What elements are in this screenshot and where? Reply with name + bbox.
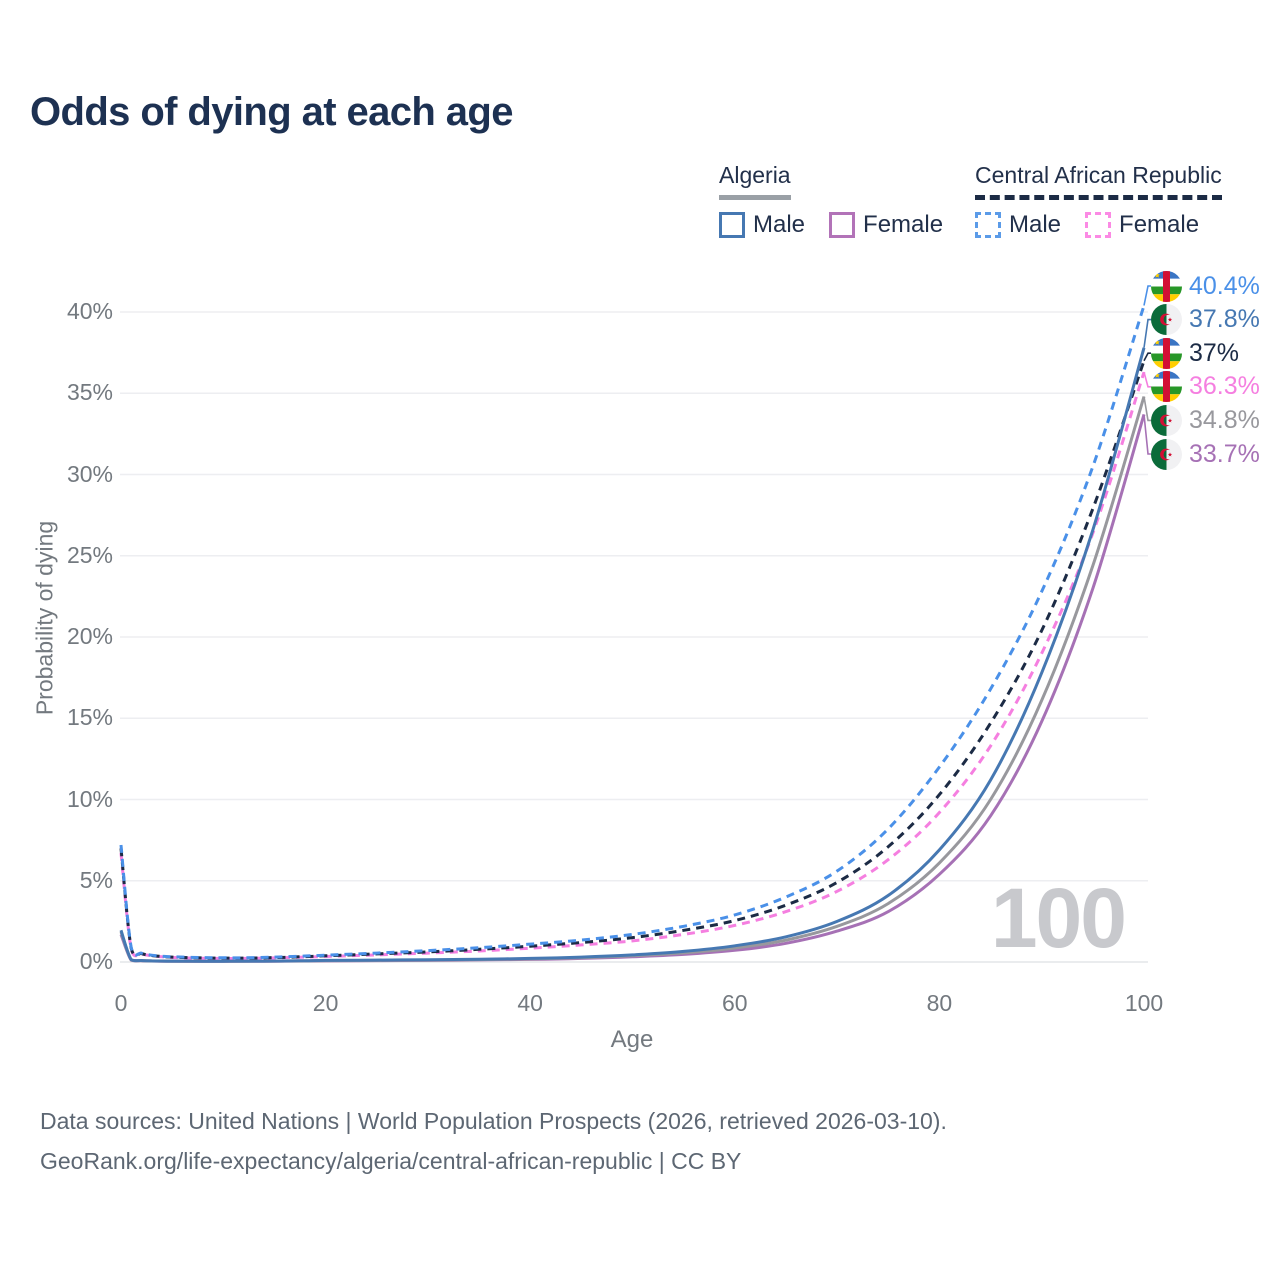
- x-tick-label: 60: [722, 990, 748, 1016]
- y-tick-label: 0%: [79, 948, 113, 974]
- legend-country-label[interactable]: Algeria: [719, 162, 791, 200]
- series-line-algeria-male: [119, 347, 1146, 963]
- end-label-row-algeria-male: 37.8%: [1151, 304, 1260, 335]
- central-african-republic-flag-icon: [1151, 371, 1182, 402]
- series-line-car-male: [119, 305, 1146, 960]
- y-tick-label: 25%: [66, 541, 113, 568]
- end-label-row-car-male: 40.4%: [1151, 271, 1260, 302]
- x-tick-label: 20: [312, 990, 339, 1016]
- legend-item-label: Female: [863, 211, 944, 238]
- algeria-flag-icon: [1151, 304, 1182, 335]
- y-tick-label: 5%: [79, 866, 113, 893]
- x-tick-label: 0: [114, 990, 128, 1016]
- legend-item-label: Female: [1119, 211, 1200, 238]
- legend-items: Male Female: [975, 211, 1222, 239]
- x-tick-label: 80: [926, 990, 953, 1016]
- end-label-row-algeria-female: 33.7%: [1151, 439, 1260, 470]
- y-tick-label: 20%: [66, 623, 113, 649]
- end-label-value: 34.8%: [1189, 406, 1260, 434]
- legend-country-label[interactable]: Central African Republic: [975, 162, 1222, 200]
- y-tick-label: 35%: [66, 379, 113, 406]
- y-tick-label: 40%: [66, 298, 113, 324]
- end-label-value: 37.8%: [1189, 305, 1260, 333]
- end-label-row-car-total: 37%: [1151, 338, 1239, 369]
- end-label-value: 36.3%: [1189, 372, 1260, 400]
- series-line-car-total: [119, 360, 1146, 960]
- legend-item-label: Male: [753, 211, 806, 238]
- legend-item-label: Male: [1009, 211, 1062, 238]
- end-label-connector: [1143, 396, 1151, 422]
- series-line-car-female: [119, 371, 1146, 960]
- legend-swatch-icon: [829, 212, 856, 238]
- y-tick-label: 10%: [66, 785, 113, 812]
- footer-data-sources: Data sources: United Nations | World Pop…: [40, 1108, 947, 1134]
- end-label-value: 37%: [1189, 339, 1240, 367]
- legend-group-algeria: Algeria Male Female: [719, 162, 943, 239]
- end-label-value: 40.4%: [1189, 272, 1260, 300]
- end-label-connector: [1143, 371, 1151, 388]
- legend-group-central-african-republic: Central African Republic Male Female: [975, 162, 1222, 239]
- end-label-row-algeria-total: 34.8%: [1151, 405, 1260, 436]
- footer-attribution: GeoRank.org/life-expectancy/algeria/cent…: [40, 1148, 742, 1174]
- legend-item-female[interactable]: Female: [1085, 211, 1199, 239]
- end-label-connector: [1143, 285, 1151, 306]
- x-tick-label: 40: [517, 990, 543, 1016]
- legend-swatch-icon: [719, 212, 745, 238]
- algeria-flag-icon: [1151, 405, 1182, 436]
- end-label-connector: [1143, 352, 1151, 362]
- end-label-connector: [1143, 414, 1151, 455]
- page-title: Odds of dying at each age: [30, 90, 513, 134]
- series-line-algeria-total: [119, 396, 1146, 963]
- y-axis-title: Probability of dying: [31, 520, 58, 716]
- legend-item-male[interactable]: Male: [719, 211, 805, 239]
- legend-swatch-icon: [975, 212, 1001, 238]
- algeria-flag-icon: [1151, 439, 1182, 470]
- legend-items: Male Female: [719, 211, 943, 239]
- legend-item-female[interactable]: Female: [829, 211, 943, 239]
- y-tick-label: 15%: [66, 704, 113, 731]
- age-watermark: 100: [990, 871, 1127, 965]
- legend-swatch-icon: [1085, 212, 1112, 238]
- end-label-value: 33.7%: [1189, 440, 1260, 468]
- end-label-connector: [1143, 318, 1151, 348]
- x-axis-title: Age: [610, 1026, 654, 1053]
- central-african-republic-flag-icon: [1151, 271, 1182, 302]
- legend-item-male[interactable]: Male: [975, 211, 1061, 239]
- y-tick-label: 30%: [66, 460, 113, 487]
- end-label-row-car-female: 36.3%: [1151, 371, 1260, 402]
- central-african-republic-flag-icon: [1151, 338, 1182, 369]
- x-tick-label: 100: [1124, 990, 1164, 1016]
